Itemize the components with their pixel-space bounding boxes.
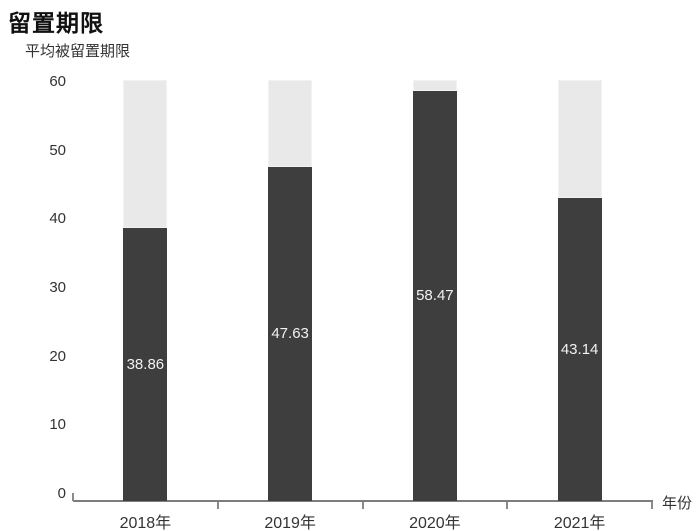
bar-value-label: 38.86 xyxy=(126,355,165,373)
y-axis-tick-label: 30 xyxy=(49,279,66,296)
x-axis-category-label: 2021年 xyxy=(553,515,606,531)
y-axis-tick-label: 50 xyxy=(49,141,66,159)
x-axis-tick xyxy=(361,502,364,509)
bar-value-segment xyxy=(412,90,457,501)
x-axis-line xyxy=(73,500,653,502)
bar-value-label: 47.63 xyxy=(271,324,309,342)
bar-value-label: 58.47 xyxy=(416,286,454,304)
bar-value-label: 43.14 xyxy=(560,340,599,358)
y-axis-tick-label: 20 xyxy=(49,347,66,365)
bar-background-segment xyxy=(123,80,168,229)
y-axis-tick-label: 40 xyxy=(49,210,66,228)
bar-value-segment xyxy=(123,228,168,501)
chart-title: 留置期限 xyxy=(8,10,104,36)
y-axis-tick-label: 10 xyxy=(49,416,66,434)
y-axis-tick-label: 0 xyxy=(57,485,66,502)
x-axis-tick xyxy=(216,502,219,509)
x-axis-tick xyxy=(506,502,509,509)
x-axis-tick xyxy=(72,493,74,501)
bar-value-segment xyxy=(557,198,602,501)
x-axis-category-label: 2019年 xyxy=(264,515,316,531)
bar-background-segment xyxy=(268,80,313,167)
x-axis-category-label: 2020年 xyxy=(409,515,461,531)
x-axis-tick xyxy=(651,502,653,509)
x-axis-title: 年份 xyxy=(662,495,693,512)
chart-subtitle: 平均被留置期限 xyxy=(25,43,131,60)
bar-value-segment xyxy=(268,166,313,501)
bar-background-segment xyxy=(412,80,457,91)
y-axis-tick-label: 60 xyxy=(49,73,66,90)
x-axis-category-label: 2018年 xyxy=(119,515,172,531)
bar-background-segment xyxy=(557,80,602,199)
